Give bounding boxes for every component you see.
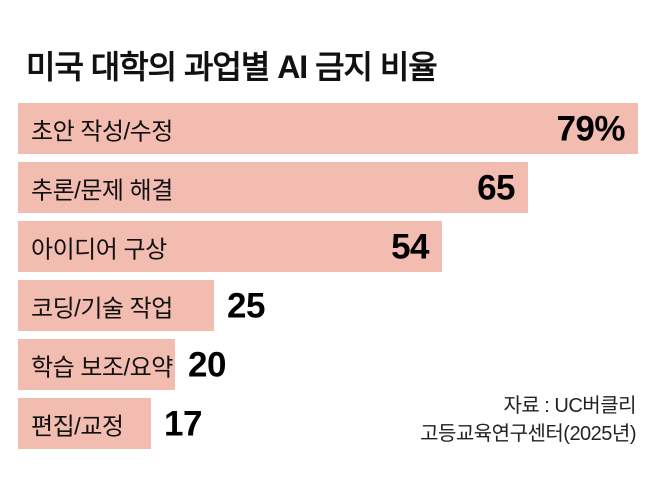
source-credit: 자료 : UC버클리 고등교육연구센터(2025년) bbox=[420, 392, 636, 448]
bar-row: 학습 보조/요약 20 bbox=[18, 339, 638, 390]
bar: 추론/문제 해결 65 bbox=[18, 162, 528, 213]
category-label: 편집/교정 bbox=[31, 413, 124, 440]
bar: 아이디어 구상 54 bbox=[18, 221, 442, 272]
value-label: 25 bbox=[227, 286, 265, 325]
category-label: 초안 작성/수정 bbox=[31, 118, 173, 145]
value-label: 65 bbox=[477, 168, 515, 207]
bar: 코딩/기술 작업 bbox=[18, 280, 214, 331]
bar-row: 초안 작성/수정 79% bbox=[18, 103, 638, 154]
bar: 편집/교정 bbox=[18, 398, 151, 449]
value-label: 54 bbox=[391, 227, 429, 266]
bar-row: 추론/문제 해결 65 bbox=[18, 162, 638, 213]
bar-chart: 초안 작성/수정 79% 추론/문제 해결 65 아이디어 구상 54 코딩/기… bbox=[18, 103, 638, 457]
bar-row: 편집/교정 17 bbox=[18, 398, 638, 449]
value-label: 20 bbox=[188, 345, 226, 384]
chart-title: 미국 대학의 과업별 AI 금지 비율 bbox=[26, 49, 438, 85]
bar: 초안 작성/수정 79% bbox=[18, 103, 638, 154]
value-label: 17 bbox=[164, 404, 202, 443]
source-line-2: 고등교육연구센터(2025년) bbox=[420, 423, 636, 445]
category-label: 코딩/기술 작업 bbox=[31, 295, 173, 322]
value-label: 79% bbox=[556, 109, 625, 148]
category-label: 추론/문제 해결 bbox=[31, 177, 173, 204]
bar: 학습 보조/요약 bbox=[18, 339, 175, 390]
source-line-1: 자료 : UC버클리 bbox=[503, 395, 636, 417]
bar-row: 아이디어 구상 54 bbox=[18, 221, 638, 272]
category-label: 학습 보조/요약 bbox=[31, 354, 173, 381]
bar-row: 코딩/기술 작업 25 bbox=[18, 280, 638, 331]
category-label: 아이디어 구상 bbox=[31, 236, 167, 263]
